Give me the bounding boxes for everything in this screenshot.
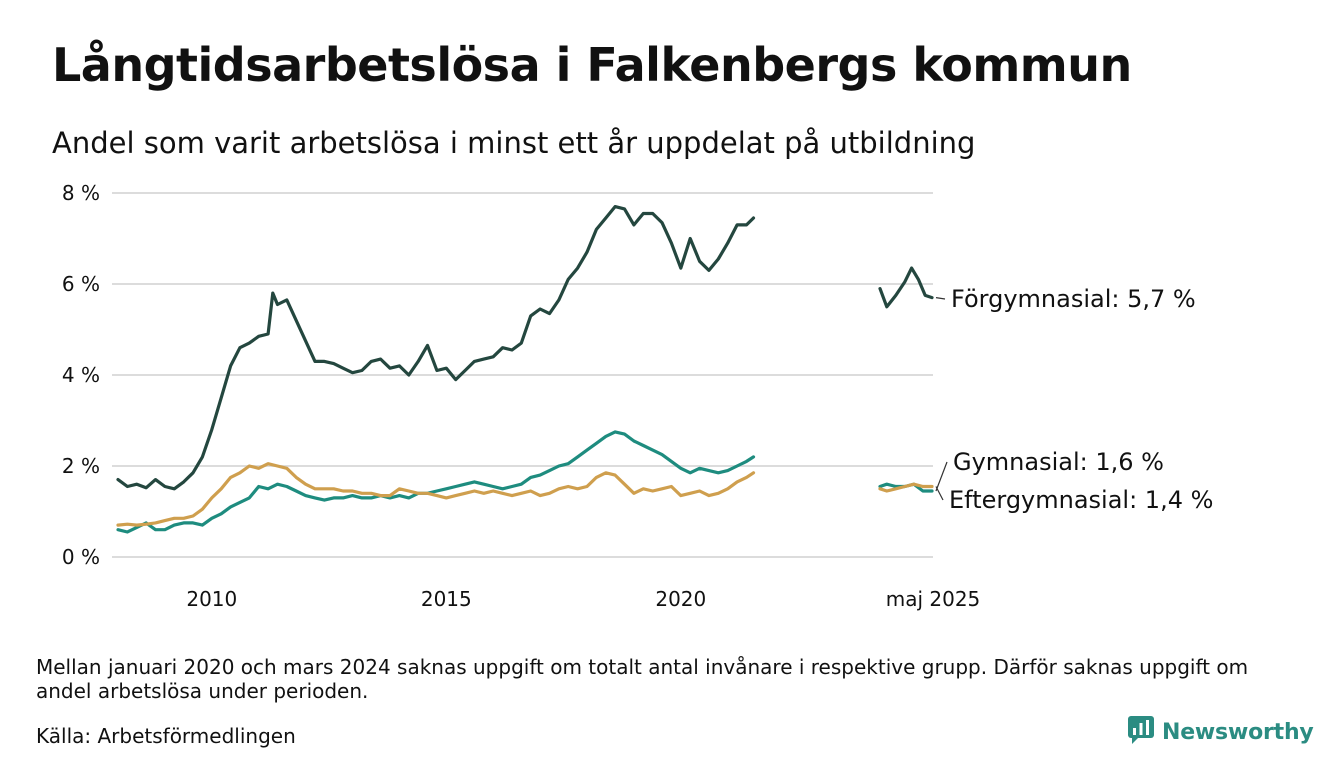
footnote: Mellan januari 2020 och mars 2024 saknas… (36, 655, 1249, 703)
series-line-gymnasial (116, 430, 756, 534)
series-end-label: Förgymnasial: 5,7 % (951, 285, 1196, 313)
series-line-eftergymnasial (116, 462, 756, 527)
y-tick-label: 4 % (62, 363, 100, 387)
y-tick-label: 0 % (62, 545, 100, 569)
y-tick-label: 2 % (62, 454, 100, 478)
label-leader-line (935, 486, 944, 501)
series-line-förgymnasial (878, 266, 934, 309)
label-leader-line (935, 461, 948, 492)
x-tick-label: 2020 (655, 587, 706, 611)
series-line-förgymnasial (116, 205, 756, 491)
line-chart: 0 % 2 % 4 % 6 % 8 % 2010 2015 2020 maj 2025 Förgy… (62, 181, 1214, 611)
chart-subtitle: Andel som varit arbetslösa i minst ett å… (52, 126, 976, 160)
newsworthy-logo-icon (1128, 716, 1154, 748)
series-end-label: Gymnasial: 1,6 % (953, 448, 1164, 476)
y-tick-label: 8 % (62, 181, 100, 205)
series-line-eftergymnasial (878, 482, 934, 493)
x-tick-label: 2015 (421, 587, 472, 611)
series-end-label: Eftergymnasial: 1,4 % (949, 486, 1213, 514)
x-tick-label: 2010 (186, 587, 237, 611)
label-leader-line (935, 297, 946, 300)
chart-title: Långtidsarbetslösa i Falkenbergs kommun (52, 38, 1132, 92)
brand-name: Newsworthy (1162, 719, 1314, 745)
y-tick-label: 6 % (62, 272, 100, 296)
brand-logo: Newsworthy (1128, 716, 1314, 748)
x-tick-label: maj 2025 (886, 587, 981, 611)
source-text: Källa: Arbetsförmedlingen (36, 724, 296, 748)
